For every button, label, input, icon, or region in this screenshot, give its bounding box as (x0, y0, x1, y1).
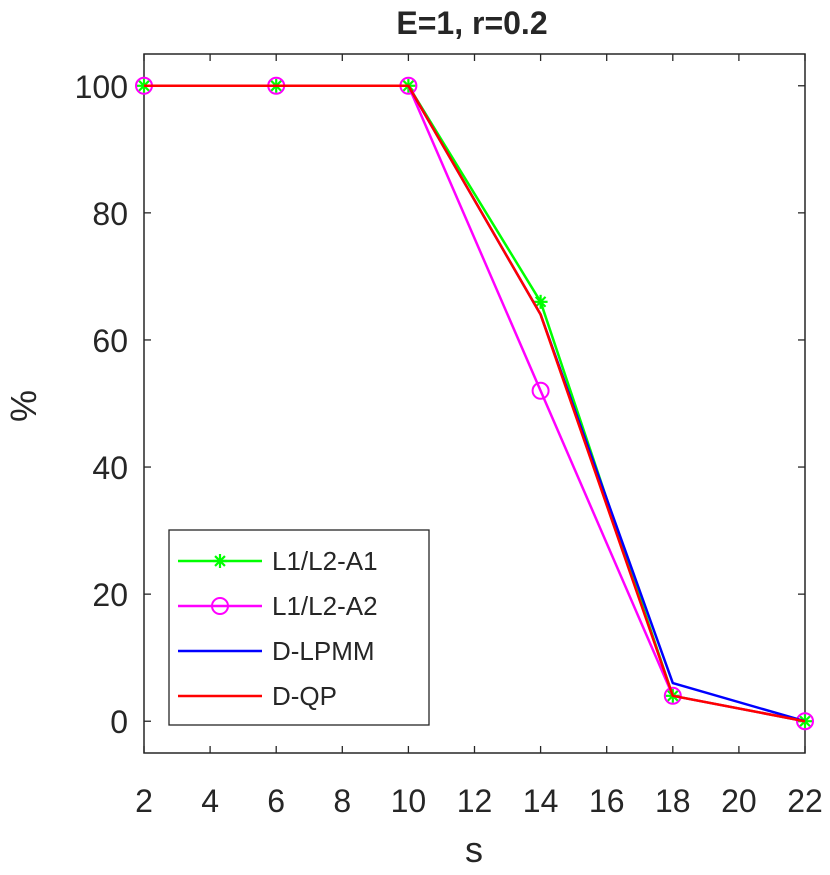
legend-marker (213, 554, 227, 568)
legend-label: D-QP (272, 681, 337, 711)
series-layer (135, 76, 814, 731)
x-tick-label: 22 (787, 783, 823, 819)
legend-entry: D-QP (178, 681, 337, 711)
legend-entry: L1/L2-A2 (178, 591, 378, 621)
x-tick-label: 10 (391, 783, 427, 819)
x-tick-label: 12 (457, 783, 493, 819)
circle-marker (796, 712, 814, 731)
y-tick-label: 80 (92, 196, 128, 232)
y-tick-label: 60 (92, 323, 128, 359)
x-tick-label: 4 (201, 783, 219, 819)
data-point (533, 294, 548, 309)
y-tick-label: 100 (75, 69, 128, 105)
x-tick-label: 14 (523, 783, 559, 819)
legend-entry: L1/L2-A1 (178, 546, 378, 576)
legend: L1/L2-A1 L1/L2-A2 D-LPMM D-QP (168, 529, 430, 726)
chart-title: E=1, r=0.2 (396, 5, 547, 41)
x-tick-label: 8 (333, 783, 351, 819)
y-tick-label: 20 (92, 577, 128, 613)
asterisk-marker-stroke (534, 296, 547, 308)
x-axis-label: s (465, 829, 483, 870)
circle-marker (663, 686, 682, 705)
legend-label: L1/L2-A2 (272, 591, 378, 621)
x-tick-label: 16 (589, 783, 625, 819)
legend-label: L1/L2-A1 (272, 546, 378, 576)
circle-marker (531, 381, 550, 400)
x-tick-label: 20 (721, 783, 757, 819)
y-tick-label: 40 (92, 450, 128, 486)
y-axis-label: % (3, 390, 44, 422)
x-tick-label: 18 (655, 783, 691, 819)
legend-label: D-LPMM (272, 636, 375, 666)
x-tick-label: 2 (135, 783, 153, 819)
circle-marker (211, 597, 229, 615)
legend-box (168, 529, 430, 726)
x-axis: 2 4 6 8 10 12 14 16 18 20 22 (135, 54, 823, 819)
series-line (144, 84, 806, 723)
legend-entry: D-LPMM (178, 636, 375, 666)
x-tick-label: 6 (267, 783, 285, 819)
series-d-qp (144, 84, 806, 723)
asterisk-marker-stroke (214, 555, 226, 567)
y-tick-label: 0 (110, 704, 128, 740)
y-axis: 0 20 40 60 80 100 (75, 69, 805, 740)
